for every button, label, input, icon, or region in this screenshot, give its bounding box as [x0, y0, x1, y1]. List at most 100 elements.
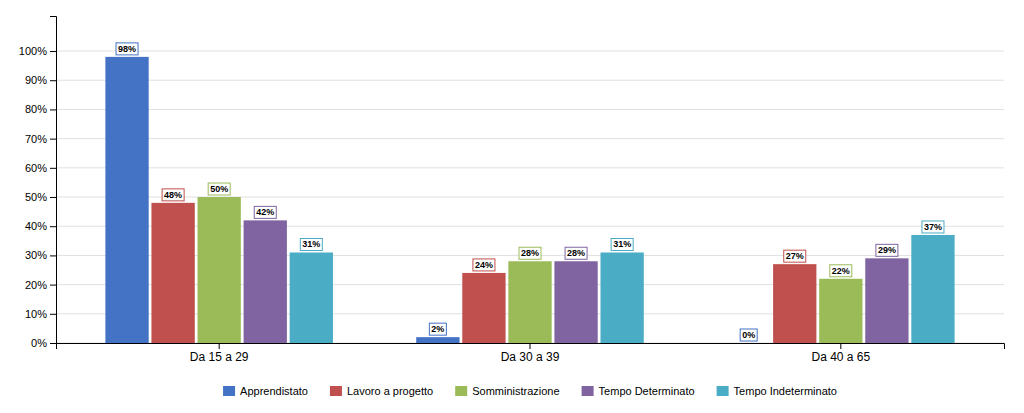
legend-item: Somministrazione	[455, 385, 559, 397]
bar	[198, 197, 241, 343]
bar	[819, 279, 862, 343]
y-tick: 0%	[31, 337, 56, 349]
data-label: 48%	[164, 190, 182, 200]
data-label: 27%	[786, 251, 804, 261]
y-tick-label: 80%	[25, 103, 47, 115]
series	[244, 220, 909, 343]
y-axis: 0% 10% 20% 30% 40% 50% 60% 70% 80% 90% 100%	[19, 17, 57, 350]
bar	[773, 264, 816, 343]
y-tick: 80%	[25, 103, 56, 115]
bar	[244, 220, 287, 343]
y-tick-mark	[50, 314, 56, 315]
data-label: 98%	[118, 44, 136, 54]
x-tick-label: Da 40 a 65	[811, 350, 870, 364]
data-label: 28%	[521, 248, 539, 258]
series	[151, 203, 816, 343]
y-tick: 20%	[25, 279, 56, 291]
grid-line	[56, 51, 1004, 52]
grid-line	[56, 109, 1004, 110]
y-tick: 100%	[19, 45, 56, 57]
data-label-box	[565, 247, 587, 259]
y-tick-label: 30%	[25, 249, 47, 261]
legend-label: Tempo Determinato	[599, 385, 695, 397]
x-tick-label: Da 30 a 39	[501, 350, 560, 364]
x-tick-label: Da 15 a 29	[190, 350, 249, 364]
y-tick-mark	[50, 255, 56, 256]
y-tick: 30%	[25, 249, 56, 261]
bars	[105, 57, 954, 343]
bar	[290, 252, 333, 343]
grid-line	[56, 80, 1004, 81]
x-tick-mark	[219, 343, 220, 349]
bar	[151, 203, 194, 343]
data-label: 50%	[210, 184, 228, 194]
data-label: 24%	[475, 260, 493, 270]
legend-item: Lavoro a progetto	[330, 385, 433, 397]
y-tick-label: 20%	[25, 279, 47, 291]
y-tick: 60%	[25, 162, 56, 174]
y-tick: 40%	[25, 220, 56, 232]
bar	[462, 273, 505, 343]
legend: Apprendistato Lavoro a progetto Somministr…	[223, 385, 837, 397]
x-tick-mark	[840, 343, 841, 349]
legend-swatch	[223, 386, 235, 396]
legend-label: Lavoro a progetto	[347, 385, 433, 397]
bar	[865, 258, 908, 343]
data-label-box	[116, 43, 138, 55]
bar	[416, 337, 459, 343]
chart: 0% 10% 20% 30% 40% 50% 60% 70% 80% 90% 100% Da 15 a…	[0, 0, 1024, 413]
x-tick: Da 40 a 65	[811, 343, 870, 364]
series	[198, 197, 863, 343]
y-axis-line	[50, 17, 57, 344]
data-label-box	[162, 189, 184, 201]
legend-swatch	[330, 386, 342, 396]
y-tick-mark	[50, 80, 56, 81]
bar	[911, 235, 954, 343]
y-tick-mark	[50, 109, 56, 110]
y-tick-label: 90%	[25, 74, 47, 86]
data-label: 22%	[832, 266, 850, 276]
y-tick-mark	[50, 139, 56, 140]
y-tick-mark	[50, 168, 56, 169]
y-tick: 70%	[25, 133, 56, 145]
data-label-box	[830, 265, 852, 277]
bar	[727, 343, 770, 344]
y-tick: 90%	[25, 74, 56, 86]
y-tick-mark	[50, 51, 56, 52]
y-tick-mark	[50, 343, 56, 344]
legend-label: Apprendistato	[240, 385, 308, 397]
x-axis-line	[57, 344, 1005, 350]
data-label-box	[429, 323, 446, 335]
data-label: 28%	[567, 248, 585, 258]
y-tick-label: 40%	[25, 220, 47, 232]
data-label: 42%	[256, 207, 274, 217]
y-tick: 10%	[25, 308, 56, 320]
data-label-box	[922, 221, 944, 233]
grid-line	[56, 167, 1004, 168]
x-tick: Da 30 a 39	[501, 343, 560, 364]
data-label: 31%	[613, 239, 631, 249]
x-tick-mark	[530, 343, 531, 349]
data-label: 29%	[878, 245, 896, 255]
legend-label: Somministrazione	[472, 385, 559, 397]
data-label: 0%	[742, 330, 755, 340]
legend-item: Tempo Determinato	[582, 385, 695, 397]
plot: 0% 10% 20% 30% 40% 50% 60% 70% 80% 90% 100% Da 15 a…	[19, 17, 1005, 364]
y-tick-label: 100%	[19, 45, 47, 57]
grid	[56, 51, 1004, 343]
data-label-box	[784, 250, 806, 262]
grid-line	[56, 138, 1004, 139]
legend-label: Tempo Indeterminato	[734, 385, 837, 397]
y-tick-mark	[50, 197, 56, 198]
series	[105, 57, 459, 343]
series	[290, 235, 955, 343]
data-label-box	[611, 238, 633, 250]
y-tick-label: 60%	[25, 162, 47, 174]
data-label-box	[208, 183, 230, 195]
bar	[554, 261, 597, 343]
y-tick-label: 50%	[25, 191, 47, 203]
data-labels: 98%2%0%48%24%27%50%28%22%42%28%29%31%31%…	[116, 43, 944, 341]
data-label-box	[740, 329, 757, 341]
legend-item: Apprendistato	[223, 385, 308, 397]
x-tick: Da 15 a 29	[190, 343, 249, 364]
